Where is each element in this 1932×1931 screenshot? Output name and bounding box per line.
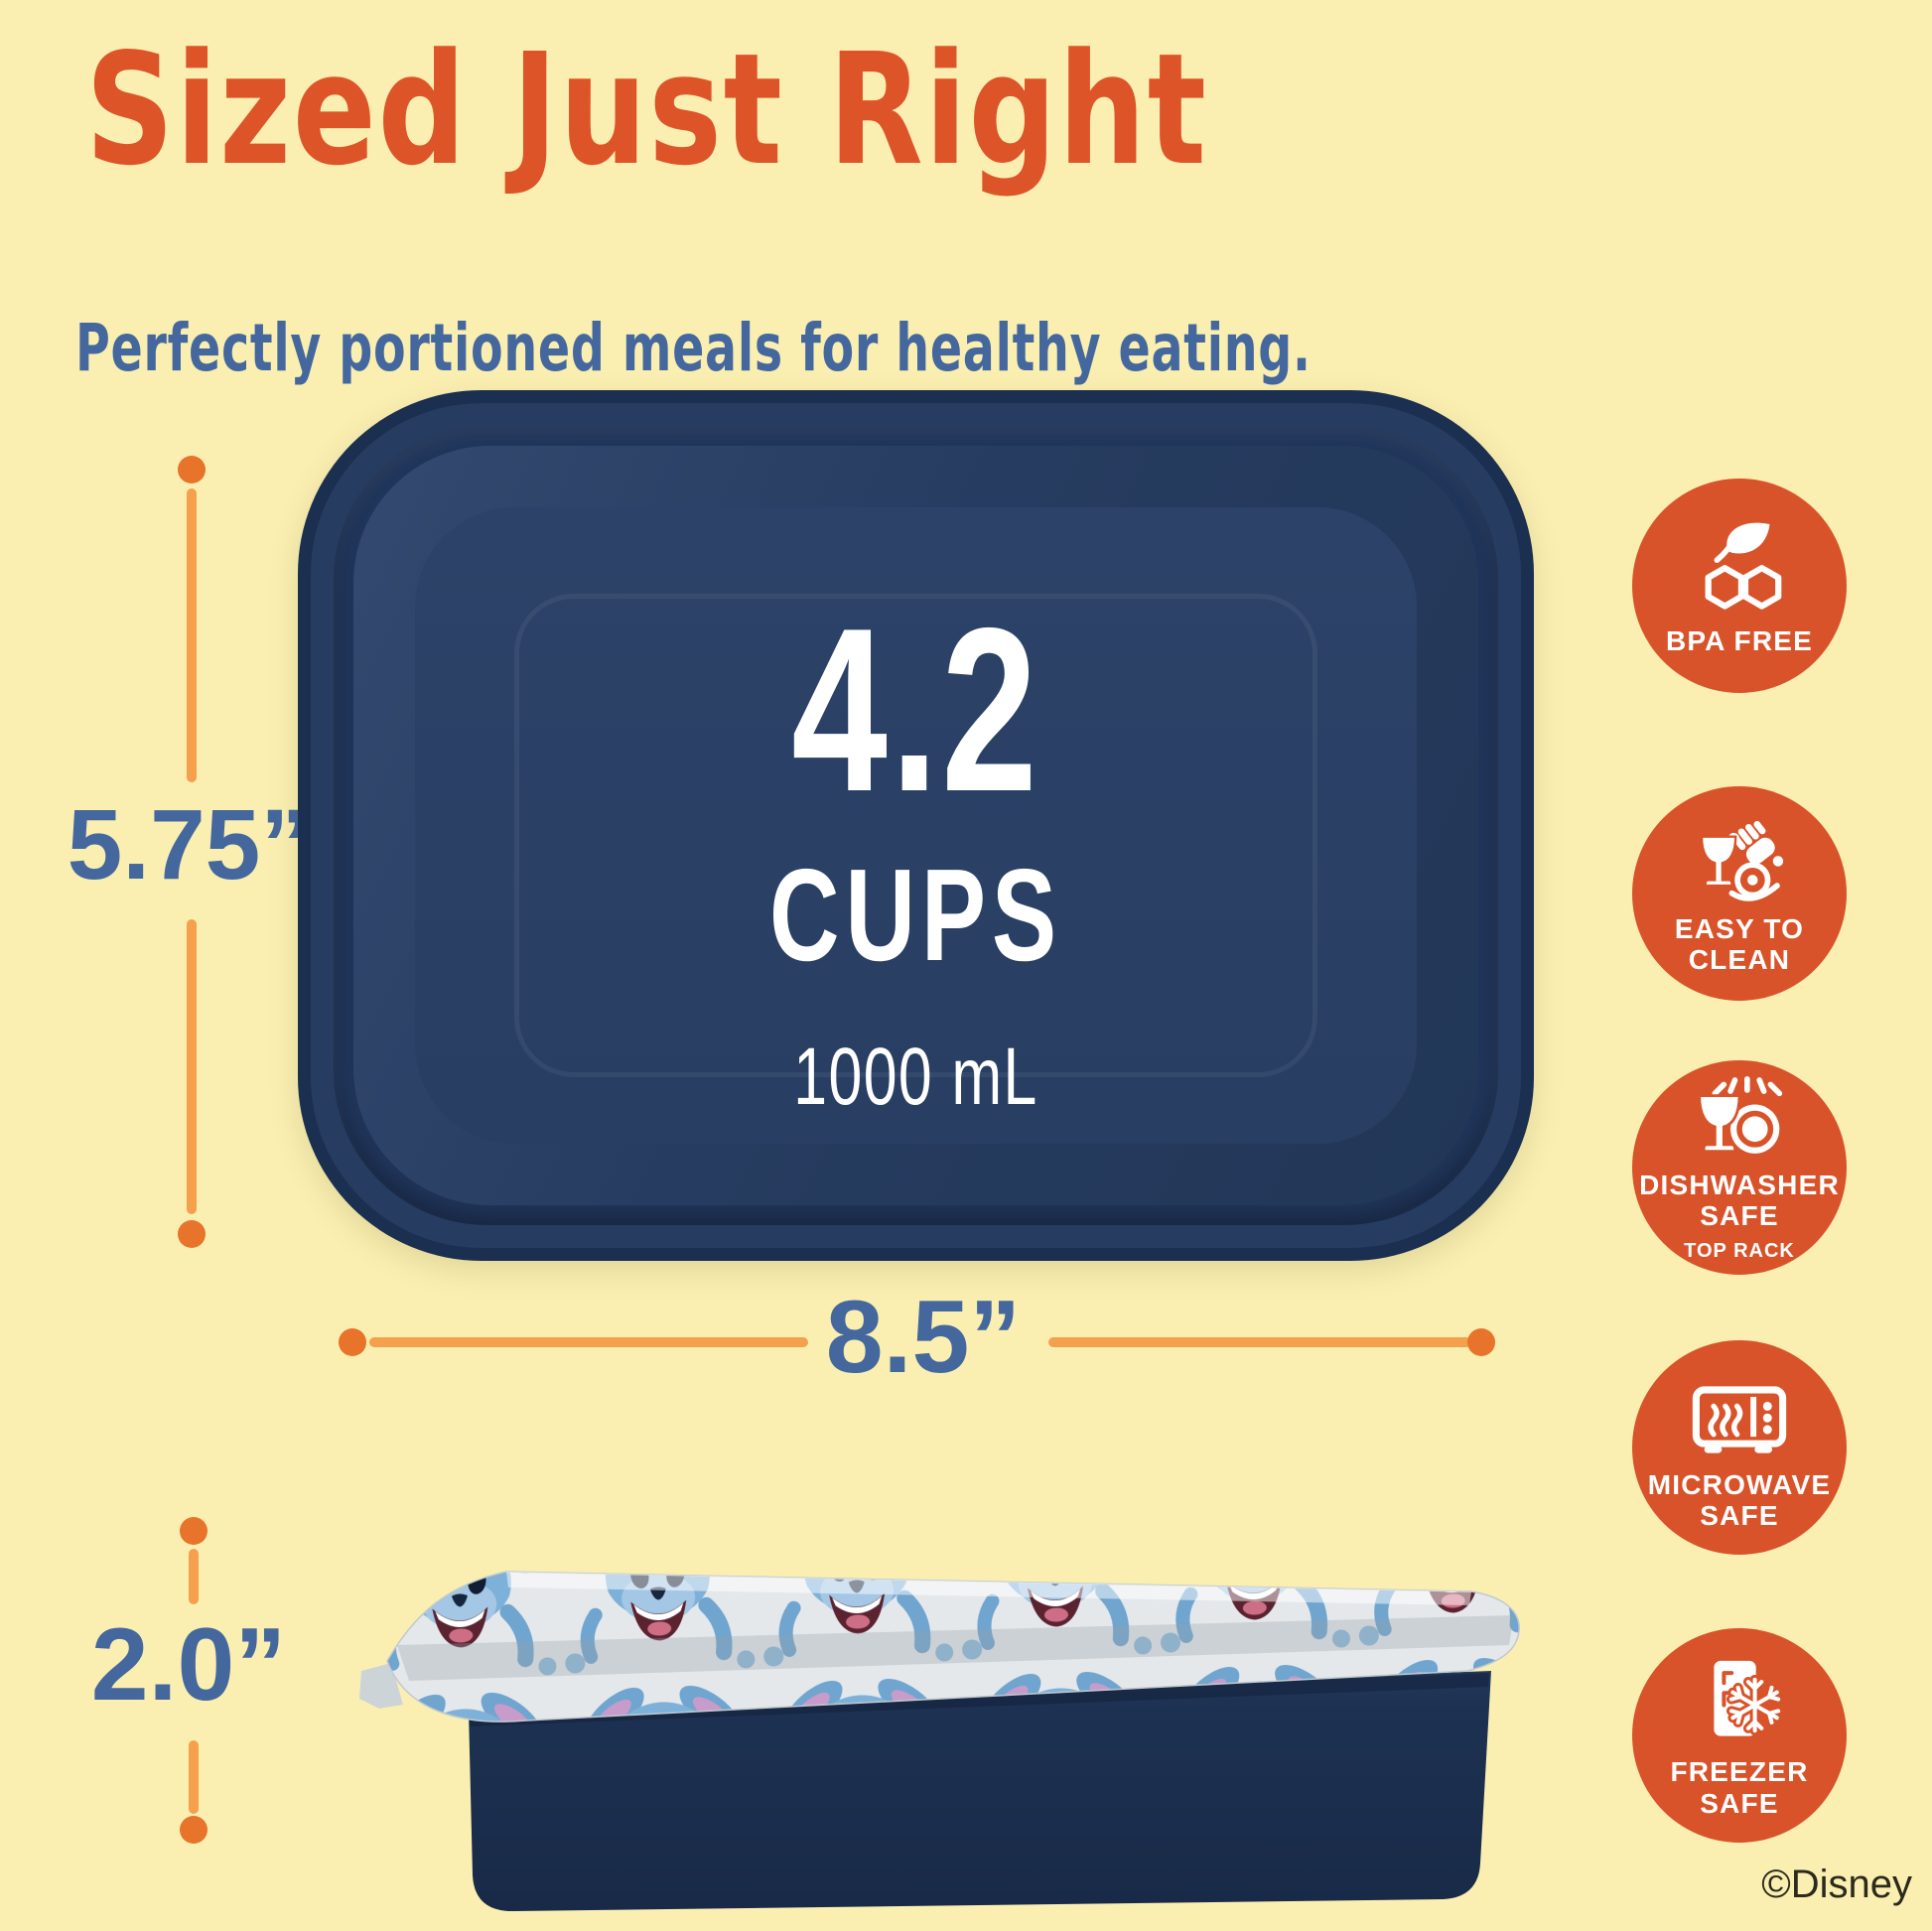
dimension-depth-line-bottom (187, 919, 197, 1214)
dimension-width-label: 8.5” (825, 1280, 1022, 1395)
dimension-depth-line-top (187, 488, 197, 782)
freezer-safe-icon (1714, 1661, 1784, 1736)
stitch-character-pattern (386, 1571, 1520, 1723)
badge-label: DISHWASHER SAFE (1639, 1169, 1840, 1231)
badge-dishwasher-safe: DISHWASHER SAFE TOP RACK (1632, 1060, 1847, 1275)
badge-easy-to-clean: EASY TO CLEAN (1632, 786, 1847, 1001)
capacity-metric: 1000 mL (793, 1032, 1038, 1122)
badge-label: FREEZER SAFE (1670, 1756, 1809, 1819)
capacity-unit: CUPS (768, 842, 1063, 988)
dimension-height-line-bottom (189, 1740, 199, 1814)
dishwasher-safe-icon (1698, 1075, 1783, 1154)
copyright-notice: ©Disney (1761, 1862, 1912, 1906)
badge-label: BPA FREE (1665, 624, 1814, 656)
easy-to-clean-icon (1700, 820, 1784, 901)
dimension-width-line-right (1048, 1337, 1471, 1347)
dimension-width-dot-right (1467, 1328, 1495, 1356)
dimension-width-dot-left (339, 1328, 366, 1356)
container-top-view: 4.2 CUPS 1000 mL (298, 390, 1534, 1261)
badge-bpa-free: BPA FREE (1632, 479, 1847, 693)
badge-sublabel: TOP RACK (1684, 1240, 1795, 1263)
dimension-height-label: 2.0” (90, 1607, 287, 1723)
dimension-height-line-top (189, 1549, 199, 1604)
dimension-width-line-left (369, 1337, 808, 1347)
dimension-height-dot-bottom (180, 1816, 207, 1844)
container-side-view (359, 1571, 1520, 1912)
badge-label: MICROWAVE SAFE (1647, 1468, 1832, 1531)
side-view-body (469, 1671, 1491, 1912)
microwave-safe-icon (1692, 1386, 1787, 1453)
container-floor-groove (514, 594, 1317, 1077)
bpa-free-icon (1705, 522, 1782, 610)
page-title: Sized Just Right (85, 20, 1208, 200)
page-subtitle: Perfectly portioned meals for healthy ea… (75, 310, 1311, 386)
badge-freezer-safe: FREEZER SAFE (1632, 1628, 1847, 1843)
side-view-lid (359, 1571, 1520, 1723)
dimension-height-dot-top (180, 1517, 207, 1545)
dimension-depth-label: 5.75” (67, 789, 311, 900)
badge-microwave-safe: MICROWAVE SAFE (1632, 1340, 1847, 1555)
dimension-depth-dot-bottom (178, 1220, 206, 1248)
capacity-text-block: 4.2 CUPS 1000 mL (459, 420, 1373, 1291)
container-floor (415, 507, 1417, 1144)
dimension-depth-dot-top (178, 456, 206, 483)
capacity-value: 4.2 (791, 579, 1040, 840)
badge-label: EASY TO CLEAN (1674, 912, 1805, 975)
